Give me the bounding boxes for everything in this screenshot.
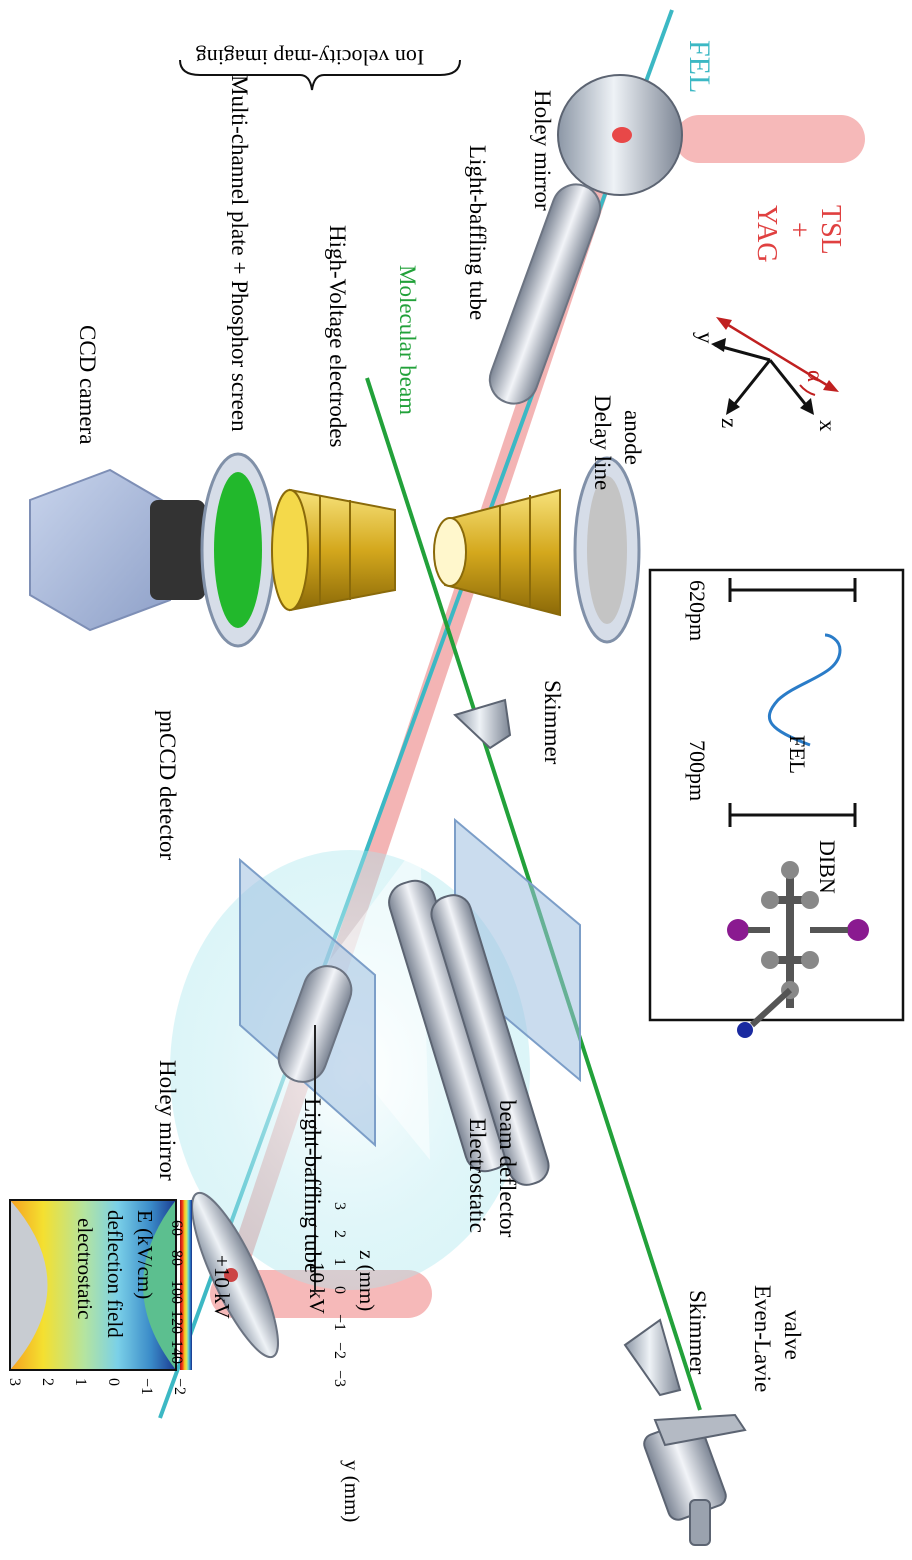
field-cbar-label: E (kV/cm) [133, 1210, 157, 1299]
deflection-field-plot [9, 1199, 192, 1371]
field-y-tick: 0 [105, 1378, 122, 1386]
delay-line-anode [573, 456, 641, 644]
scale-700pm-label: 700pm [685, 740, 710, 801]
axis-y-label: y [693, 332, 718, 344]
fel-wave [767, 633, 842, 747]
field-x-tick: 1 [331, 1258, 348, 1266]
light-baffling-tube-right [488, 183, 602, 405]
inset-fel-label: FEL [785, 735, 810, 774]
field-x-tick: −3 [331, 1370, 348, 1387]
scale-bar-620pm [728, 578, 857, 602]
field-x-tick: 3 [331, 1202, 348, 1210]
lbt-left-label: Light-baffling tube [300, 1098, 325, 1273]
electrostatic-beam-deflector [388, 879, 550, 1186]
fel-label: FEL [683, 40, 716, 93]
coordinate-axes [711, 317, 839, 415]
mcp-phosphor-screen [200, 452, 276, 648]
holey-mirror-right [557, 74, 683, 196]
field-x-tick: 0 [331, 1286, 348, 1294]
dibn-molecule [727, 861, 869, 1038]
ion-vmi-label: Ion velocity-map imaging [196, 45, 425, 70]
anode-label: anode [620, 410, 645, 465]
field-x-tick: −1 [331, 1314, 348, 1331]
even-lavie-label-2: valve [780, 1310, 805, 1360]
skimmer-2 [623, 1318, 682, 1397]
holey-mirror-left-label: Holey mirror [155, 1060, 180, 1181]
colorbar [180, 1200, 192, 1370]
colorbar-tick: 80 [168, 1250, 185, 1266]
yag-tsl-input-beam [675, 115, 865, 163]
field-ylabel: y (mm) [340, 1460, 364, 1522]
ccd-camera-label: CCD camera [75, 325, 100, 444]
field-y-tick: 3 [6, 1378, 23, 1386]
plus-label: + [783, 222, 814, 238]
field-x-tick: 2 [331, 1230, 348, 1238]
high-voltage-electrodes-upper [271, 488, 396, 612]
skimmer-1-label: Skimmer [540, 680, 565, 765]
lbt-right-label: Light-baffling tube [465, 145, 490, 320]
hv-electrodes-label: High-Voltage electrodes [325, 225, 350, 448]
dibn-label: DIBN [815, 840, 840, 894]
field-xlabel: z (mm) [355, 1250, 379, 1311]
even-lavie-valve [643, 1413, 747, 1546]
field-x-tick: −2 [331, 1342, 348, 1359]
colorbar-tick: 120 [168, 1310, 185, 1334]
light-baffling-tube-left [277, 965, 353, 1083]
field-y-tick: 2 [39, 1378, 56, 1386]
ebd-label-1: Electrostatic [465, 1118, 490, 1233]
even-lavie-label-1: Even-Lavie [750, 1285, 775, 1392]
molecule-inset [648, 568, 905, 1038]
axis-x-label: x [815, 420, 840, 432]
field-y-tick: −2 [171, 1378, 188, 1395]
field-y-tick: −1 [138, 1378, 155, 1395]
axis-z-label: z [717, 418, 742, 428]
field-plot-ticks: 3 2 1 0 −1 −2 −3 −2 −1 0 1 2 3 140 120 100 80 60 [6, 1202, 348, 1395]
yag-label: YAG [751, 205, 782, 263]
field-title-1: electrostatic [73, 1218, 97, 1319]
high-voltage-electrodes-lower [433, 488, 561, 617]
colorbar-tick: 60 [168, 1220, 185, 1236]
delay-line-label: Delay line [590, 395, 615, 490]
holey-mirror-right-label: Holey mirror [530, 90, 555, 211]
pnccd-label: pnCCD detector [155, 710, 180, 860]
field-plus-label: +10 kV [210, 1255, 234, 1319]
skimmer-1 [453, 698, 512, 750]
field-title-2: deflection field [103, 1210, 127, 1338]
mcp-label: Multi-channel plate + Phosphor screen [227, 75, 252, 432]
ccd-camera [29, 468, 205, 632]
holey-mirror-left [191, 1191, 279, 1359]
colorbar-tick: 100 [168, 1280, 185, 1304]
ion-vmi-brace [179, 59, 461, 91]
colorbar-tick: 140 [168, 1340, 185, 1364]
field-minus-label: -10 kV [305, 1255, 329, 1314]
field-y-tick: 1 [72, 1378, 89, 1386]
molecular-beam-label: Molecular beam [395, 265, 420, 415]
skimmer-2-label: Skimmer [685, 1290, 710, 1375]
axis-alpha-label: α [803, 370, 828, 382]
ebd-label-2: beam deflector [495, 1100, 520, 1238]
scale-bar-700pm [728, 803, 857, 827]
scale-620pm-label: 620pm [685, 580, 710, 641]
tsl-label: TSL [815, 205, 846, 255]
